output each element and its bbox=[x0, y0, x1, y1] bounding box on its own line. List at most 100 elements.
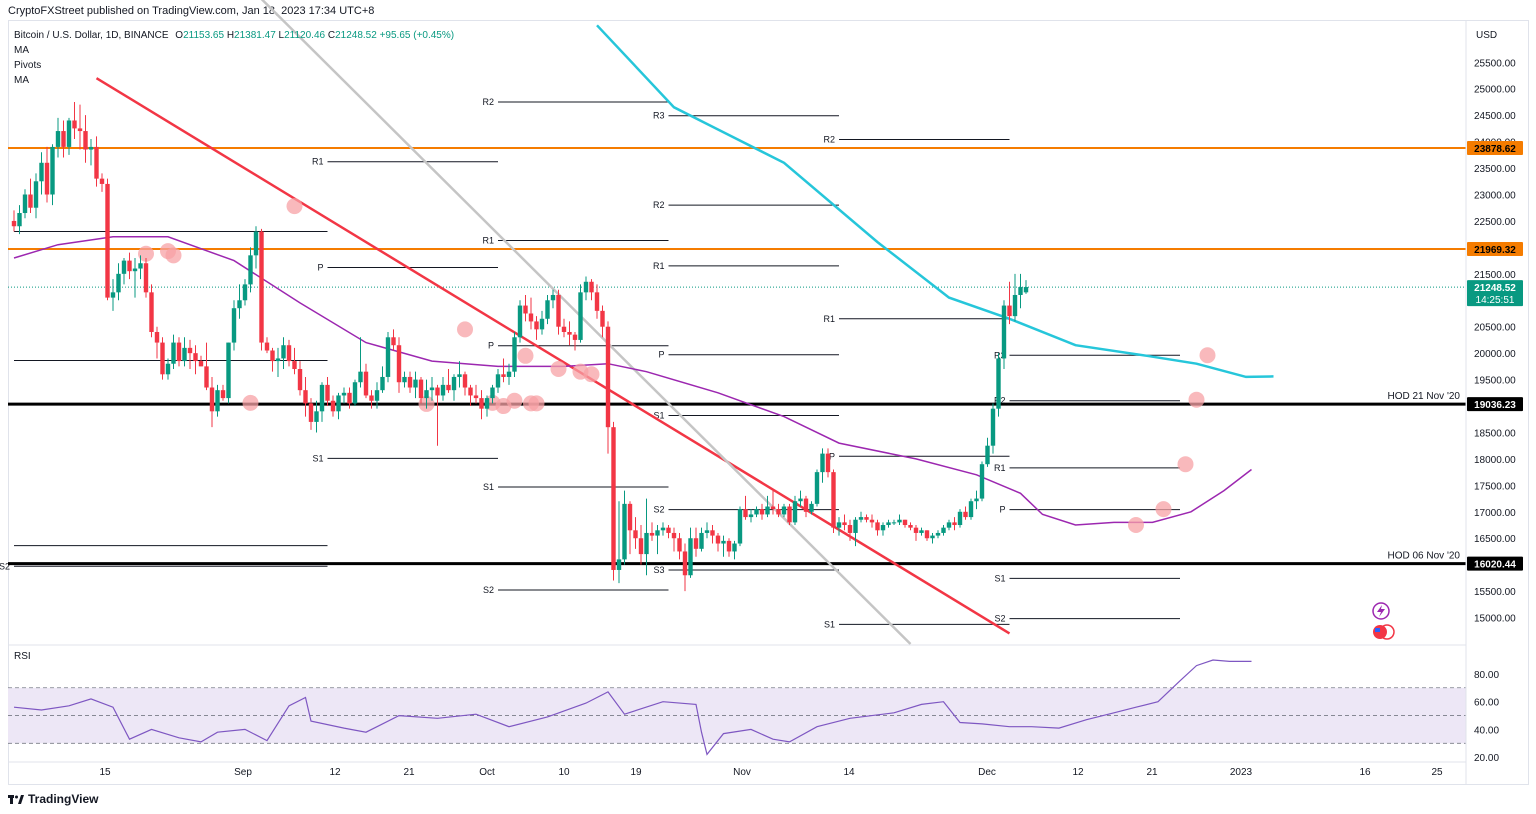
candle bbox=[44, 146, 50, 203]
candle bbox=[583, 276, 589, 301]
price-badge-label: 19036.23 bbox=[1474, 400, 1516, 411]
candle-body bbox=[814, 472, 820, 504]
candle bbox=[677, 532, 682, 560]
candle-body bbox=[517, 305, 523, 338]
candle-body bbox=[1001, 305, 1007, 359]
candle-body bbox=[572, 334, 578, 340]
price-badge-bg bbox=[1467, 280, 1523, 307]
ma-short-line bbox=[13, 236, 1252, 526]
candle-body bbox=[347, 392, 352, 404]
price-tick-label: 23000.00 bbox=[1474, 191, 1516, 202]
candle-body bbox=[633, 530, 638, 539]
event-icons bbox=[1372, 602, 1395, 640]
candle bbox=[820, 448, 825, 483]
price-tick-label: 20500.00 bbox=[1474, 323, 1516, 334]
candle-body bbox=[622, 503, 627, 560]
candle bbox=[176, 337, 182, 367]
candle-body bbox=[435, 387, 440, 396]
candle-body bbox=[380, 376, 385, 391]
rsi-panel bbox=[8, 659, 1466, 756]
us-flag-icon-canton bbox=[1375, 628, 1380, 632]
candle bbox=[149, 284, 154, 338]
candle-body bbox=[402, 376, 407, 383]
candle-body bbox=[952, 522, 957, 526]
candle-body bbox=[154, 332, 160, 343]
candle bbox=[699, 527, 704, 552]
candle-body bbox=[655, 530, 660, 536]
candle bbox=[787, 503, 792, 526]
candle-body bbox=[605, 326, 611, 428]
candle-body bbox=[424, 390, 429, 399]
highlight-marker bbox=[1188, 391, 1205, 408]
pivot-label: S1 bbox=[994, 573, 1005, 583]
candle bbox=[440, 376, 446, 401]
candle-body bbox=[743, 509, 748, 518]
candle bbox=[215, 384, 220, 417]
candle-body bbox=[627, 503, 633, 531]
price-tick-label: 25500.00 bbox=[1474, 58, 1516, 69]
candle bbox=[61, 120, 66, 158]
candle bbox=[902, 519, 908, 528]
candle-body bbox=[303, 390, 308, 404]
pivot-label: S1 bbox=[483, 482, 494, 492]
published-line: CryptoFXStreet published on TradingView.… bbox=[8, 5, 375, 17]
candle-body bbox=[875, 522, 880, 531]
candle bbox=[391, 329, 396, 351]
candle bbox=[105, 178, 110, 301]
candle-body bbox=[792, 501, 798, 523]
candle bbox=[352, 379, 358, 407]
candle bbox=[248, 247, 253, 293]
candle-body bbox=[990, 408, 996, 446]
pivot-label: S2 bbox=[653, 505, 664, 515]
candle bbox=[963, 506, 968, 520]
rsi-tick-label: 20.00 bbox=[1474, 753, 1499, 764]
candle-body bbox=[776, 509, 781, 515]
candle-body bbox=[160, 342, 165, 375]
candle bbox=[55, 117, 61, 158]
time-tick-label: 15 bbox=[99, 767, 111, 778]
footer-brand[interactable]: TradingView bbox=[28, 792, 99, 806]
candle-body bbox=[17, 213, 22, 227]
pivot-label: S2 bbox=[0, 561, 10, 571]
indicator-ma[interactable]: MA bbox=[14, 45, 29, 56]
candle bbox=[72, 101, 77, 139]
candle-body bbox=[979, 464, 985, 499]
candle bbox=[655, 525, 660, 555]
candle-body bbox=[649, 532, 655, 536]
candle-body bbox=[864, 517, 869, 520]
indicator-ma-2[interactable]: MA bbox=[14, 75, 29, 86]
candle-body bbox=[413, 379, 418, 388]
pivot-label: S1 bbox=[824, 619, 835, 629]
highlight-marker bbox=[506, 392, 523, 409]
price-badge: 21969.32 bbox=[1467, 242, 1523, 257]
candle bbox=[473, 384, 479, 404]
candle-body bbox=[688, 538, 693, 576]
candle-body bbox=[451, 376, 457, 391]
candle bbox=[666, 525, 671, 539]
candle bbox=[1007, 281, 1012, 325]
candle-body bbox=[325, 384, 330, 401]
candle-body bbox=[237, 300, 242, 309]
time-tick-label: 21 bbox=[1146, 767, 1158, 778]
candle bbox=[561, 318, 567, 338]
pivot-label: S3 bbox=[653, 565, 664, 575]
highlight-marker bbox=[1177, 456, 1194, 473]
candle-body bbox=[891, 522, 897, 524]
candle bbox=[363, 363, 369, 399]
candle-body bbox=[50, 146, 55, 195]
candle-body bbox=[11, 220, 17, 227]
candle bbox=[446, 369, 451, 393]
candle bbox=[748, 509, 754, 523]
pivot-label: S1 bbox=[312, 453, 323, 463]
candle bbox=[160, 337, 165, 380]
candle bbox=[523, 294, 528, 322]
candle bbox=[880, 522, 886, 536]
candle bbox=[792, 495, 798, 526]
price-tick-label: 18500.00 bbox=[1474, 428, 1516, 439]
highlight-marker bbox=[242, 394, 259, 411]
indicator-pivots[interactable]: Pivots bbox=[14, 60, 42, 71]
candle-body bbox=[644, 532, 649, 555]
candle-body bbox=[919, 530, 924, 533]
highlight-marker bbox=[550, 361, 567, 378]
